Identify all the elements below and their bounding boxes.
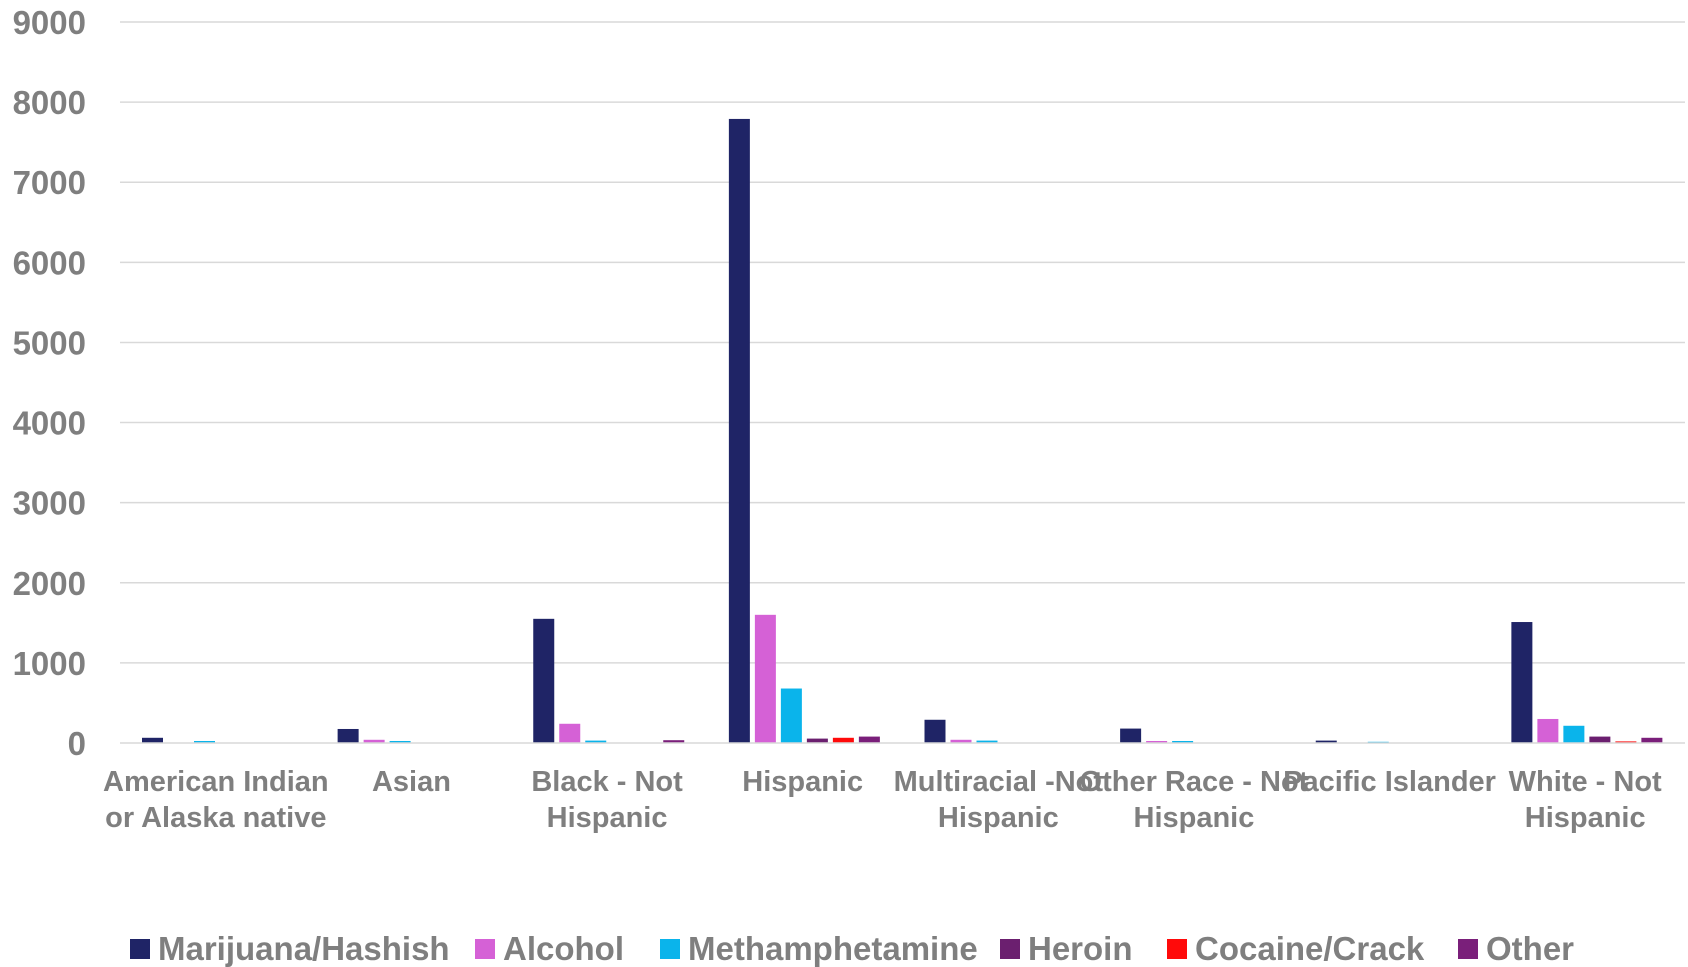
bar-cocaine-crack: [1615, 741, 1637, 743]
bar-other: [1641, 737, 1663, 743]
category-labels: American Indian or Alaska native Asian Blac…: [103, 766, 1662, 834]
bar-marijuana-hashish: [337, 728, 359, 743]
bar-marijuana-hashish: [1315, 740, 1337, 743]
legend-swatch: [130, 939, 150, 959]
legend-swatch: [660, 939, 680, 959]
bar-marijuana-hashish: [924, 719, 946, 743]
category-label: Black - Not: [531, 766, 683, 798]
bar-heroin: [806, 738, 828, 743]
bar-marijuana-hashish: [1120, 728, 1142, 743]
bar-methamphetamine: [389, 740, 411, 743]
bar-methamphetamine: [1563, 725, 1585, 743]
bars: [142, 118, 1663, 744]
y-tick-label: 9000: [13, 4, 86, 41]
bar-marijuana-hashish: [1511, 622, 1533, 743]
bar-marijuana-hashish: [533, 618, 555, 743]
category-label: Other Race - Not: [1080, 766, 1309, 798]
y-tick-label: 8000: [13, 84, 86, 121]
category-label: Hispanic: [1525, 802, 1646, 834]
category-label: Hispanic: [938, 802, 1059, 834]
category-label: Hispanic: [1134, 802, 1255, 834]
gridlines: [120, 21, 1685, 664]
legend-label: Heroin: [1028, 930, 1133, 967]
bar-cocaine-crack: [832, 737, 854, 743]
bar-alcohol: [754, 614, 776, 743]
category-label: Asian: [372, 766, 451, 798]
category-label: Hispanic: [547, 802, 668, 834]
category-label: Multiracial -Not: [894, 766, 1104, 798]
legend-swatch: [1458, 939, 1478, 959]
legend-label: Methamphetamine: [688, 930, 978, 967]
y-tick-label: 3000: [13, 485, 86, 522]
category-label: Hispanic: [742, 766, 863, 798]
legend-swatch: [475, 939, 495, 959]
bar-other: [858, 736, 880, 743]
category-label: Pacific Islander: [1283, 766, 1496, 798]
category-label: White - Not: [1509, 766, 1662, 798]
category-label: or Alaska native: [105, 802, 326, 834]
bar-alcohol: [1146, 740, 1168, 743]
y-tick-label: 5000: [13, 324, 86, 361]
legend-label: Marijuana/Hashish: [158, 930, 450, 967]
bar-alcohol: [559, 723, 581, 743]
legend-label: Cocaine/Crack: [1195, 930, 1425, 967]
category-label: American Indian: [103, 766, 329, 798]
legend: Marijuana/Hashish Alcohol Methamphetamine H…: [130, 930, 1574, 967]
bar-methamphetamine: [1172, 740, 1194, 743]
bar-heroin: [1589, 736, 1611, 743]
bar-other: [663, 740, 685, 743]
legend-swatch: [1167, 939, 1187, 959]
legend-label: Alcohol: [503, 930, 624, 967]
bar-marijuana-hashish: [728, 118, 750, 743]
y-tick-label: 4000: [13, 405, 86, 442]
y-tick-label: 7000: [13, 164, 86, 201]
bar-methamphetamine: [194, 740, 215, 743]
bar-alcohol: [1537, 718, 1559, 743]
legend-label: Other: [1486, 930, 1574, 967]
bar-methamphetamine: [585, 740, 607, 743]
bar-alcohol: [950, 739, 972, 743]
y-axis-tick-labels: 0 1000 2000 3000 4000 5000 6000 7000 8000 9000: [13, 4, 86, 762]
bar-alcohol: [363, 739, 385, 743]
y-tick-label: 2000: [13, 565, 86, 602]
y-tick-label: 0: [68, 725, 86, 762]
y-tick-label: 6000: [13, 244, 86, 281]
bar-marijuana-hashish: [142, 737, 163, 743]
y-tick-label: 1000: [13, 645, 86, 682]
bar-methamphetamine: [976, 740, 998, 743]
bar-methamphetamine: [780, 688, 802, 743]
legend-swatch: [1000, 939, 1020, 959]
